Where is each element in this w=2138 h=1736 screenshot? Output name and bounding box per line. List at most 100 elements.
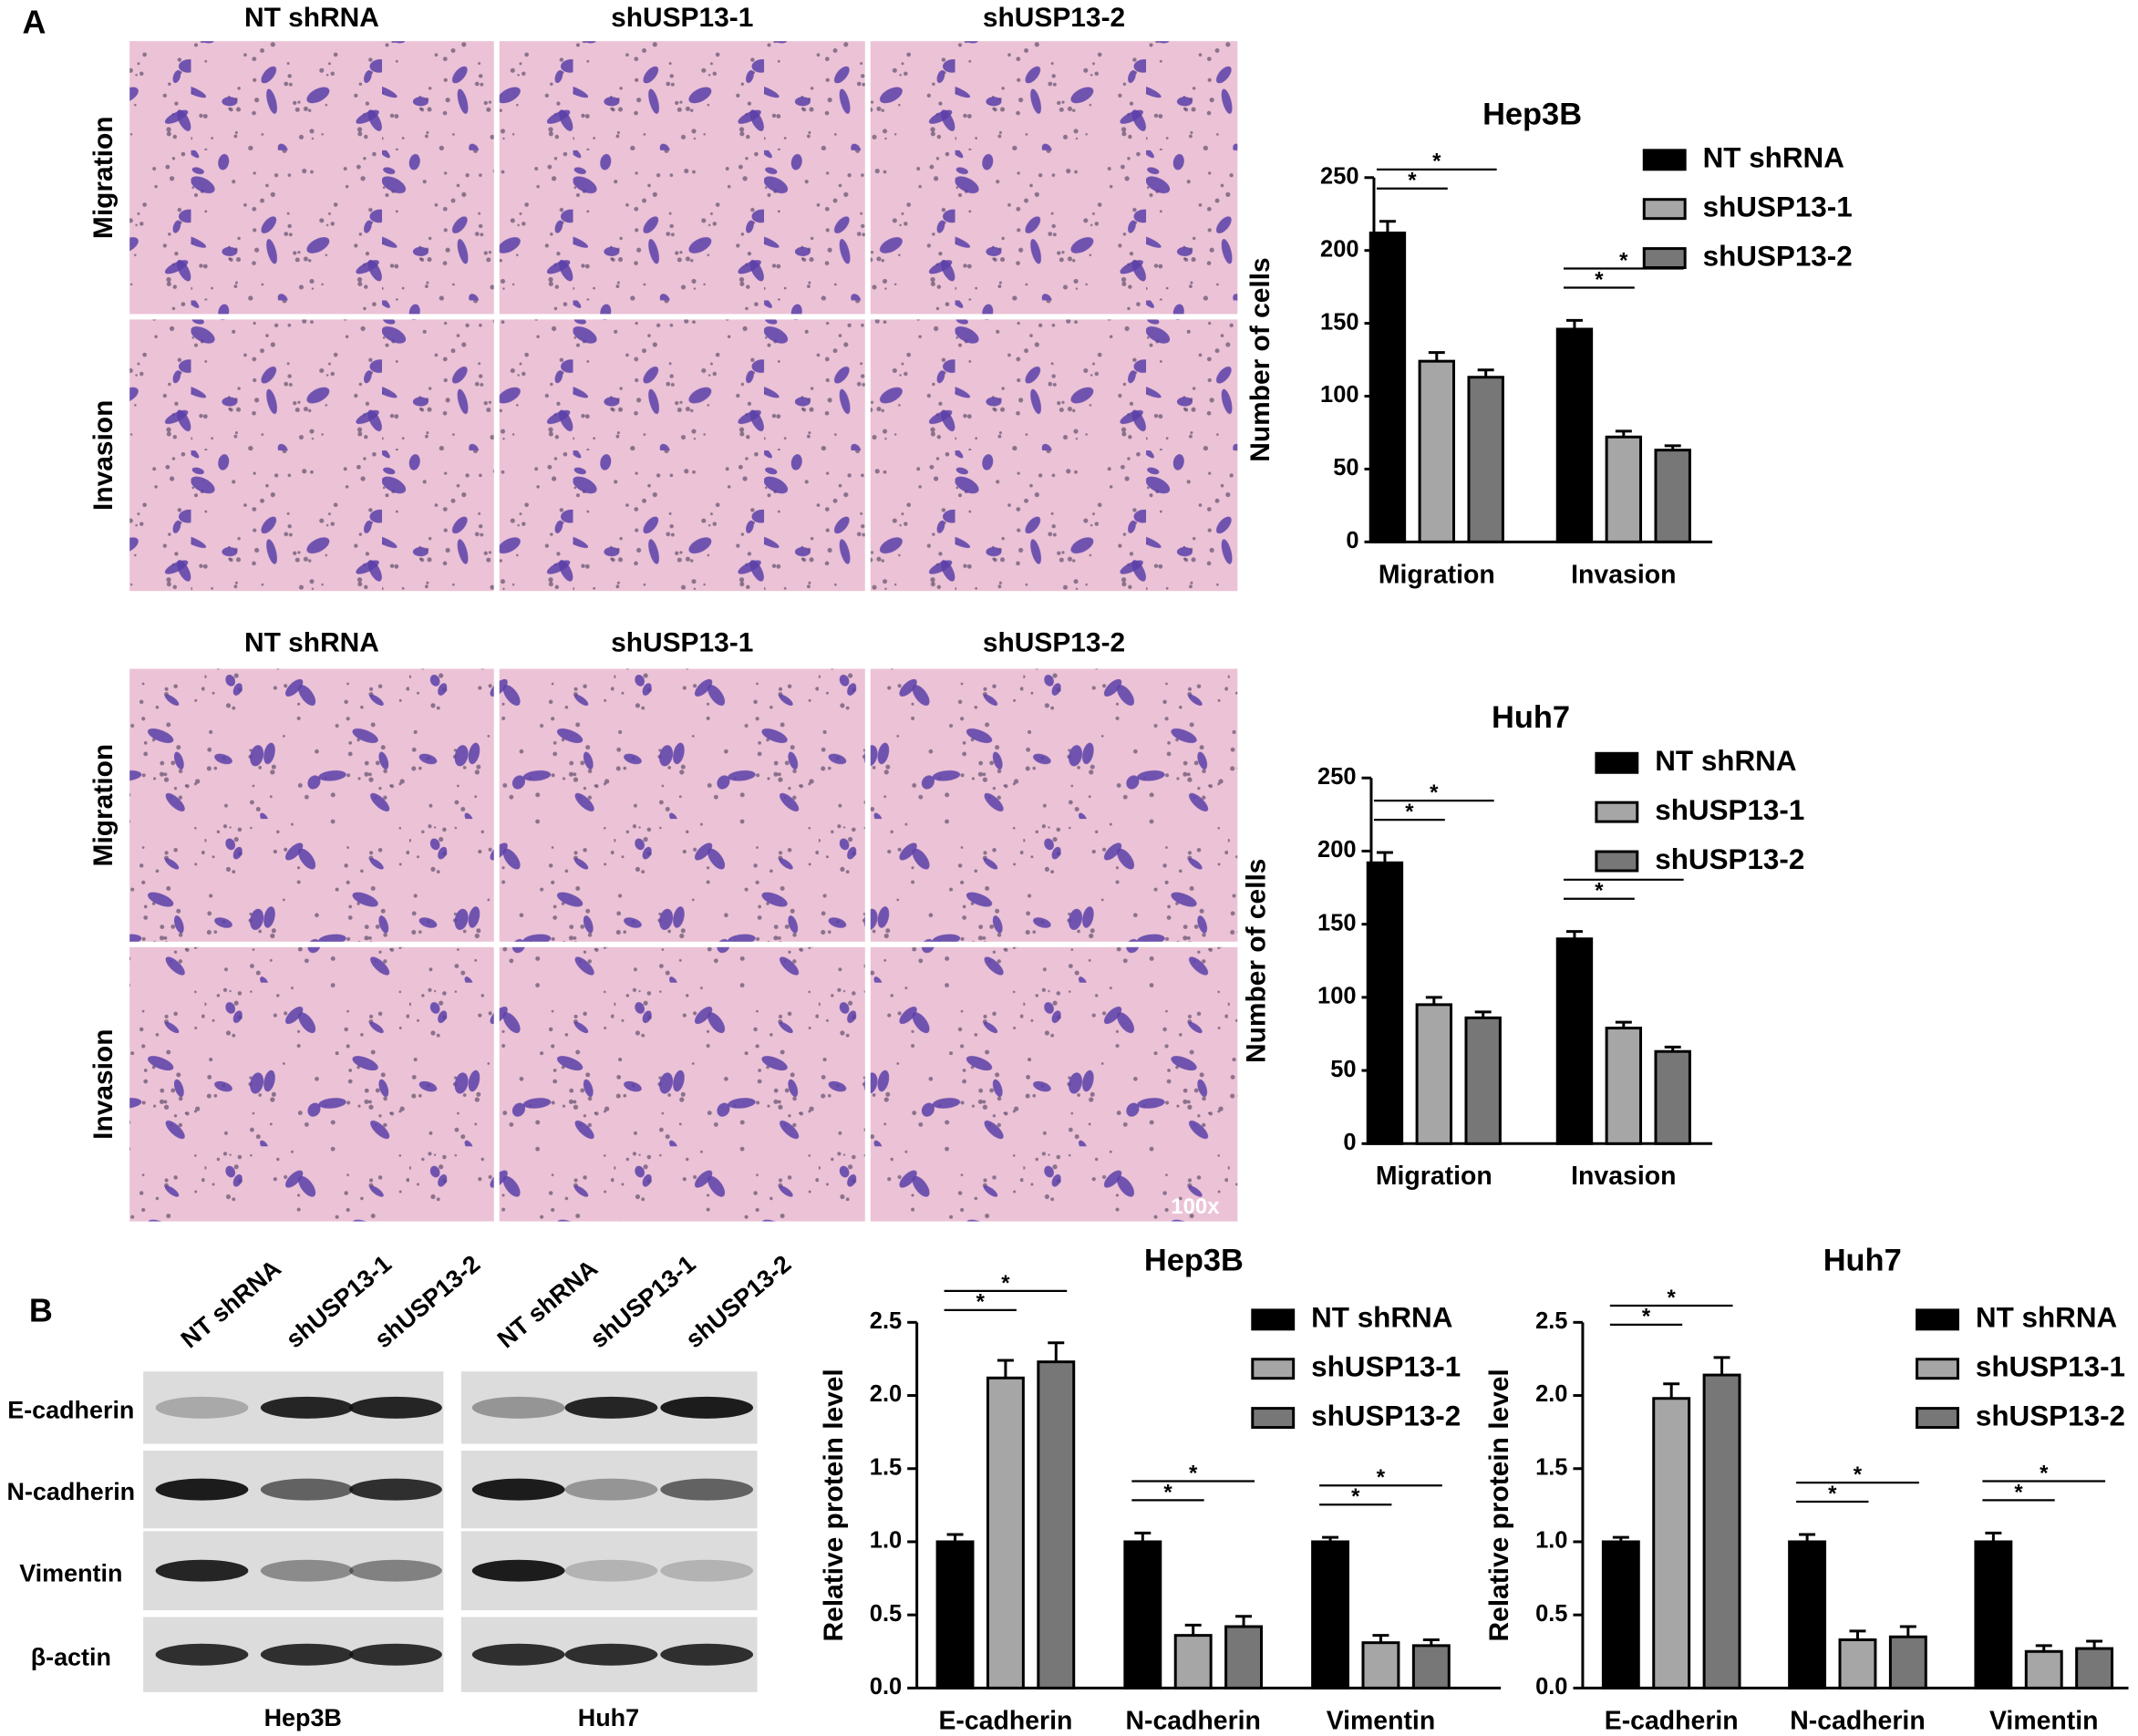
blot-label: β-actin	[31, 1643, 111, 1670]
significance-label: *	[1377, 1465, 1386, 1490]
micrograph	[499, 41, 865, 315]
legend-swatch	[1595, 801, 1639, 823]
error-bar	[2035, 1644, 2052, 1652]
chart-title: Huh7	[1823, 1244, 1902, 1278]
significance-label: *	[1189, 1461, 1198, 1485]
error-bar	[1379, 220, 1396, 233]
error-bar	[1713, 1356, 1730, 1376]
y-axis-label: Number of cells	[1245, 257, 1276, 461]
error-bar	[1664, 1045, 1681, 1052]
legend-label: shUSP13-2	[1976, 1400, 2125, 1431]
y-tick-label: 0.0	[870, 1674, 902, 1700]
blot-label: N-cadherin	[7, 1478, 136, 1505]
legend-swatch	[1642, 149, 1687, 171]
significance-label: *	[1668, 1286, 1677, 1310]
significance-label: *	[1430, 780, 1439, 805]
band	[260, 1643, 354, 1666]
error-bar	[1565, 318, 1583, 329]
micrograph	[499, 946, 865, 1222]
legend-label: NT shRNA	[1655, 745, 1796, 777]
error-bar	[1612, 1535, 1629, 1542]
significance-label: *	[1405, 800, 1414, 824]
y-tick-label: 1.5	[1535, 1454, 1567, 1480]
legend-label: shUSP13-2	[1655, 843, 1804, 875]
y-tick-label: 0.5	[1535, 1601, 1567, 1627]
y-tick-label: 0	[1346, 528, 1358, 553]
bar	[1418, 359, 1456, 543]
error-bar	[1322, 1535, 1339, 1542]
x-tick-label: N-cadherin	[1125, 1706, 1260, 1735]
bar	[1888, 1635, 1927, 1690]
row-label: Migration	[88, 116, 119, 239]
error-bar	[1425, 996, 1442, 1005]
error-bar	[1565, 930, 1583, 939]
x-tick-label: E-cadherin	[938, 1706, 1072, 1735]
band	[660, 1396, 754, 1419]
y-axis-label: Relative protein level	[1484, 1369, 1514, 1641]
group-label: NT shRNA	[244, 3, 379, 33]
panel-label: B	[29, 1291, 53, 1328]
error-bar	[1474, 1010, 1492, 1018]
significance-label: *	[2014, 1480, 2023, 1504]
legend-swatch	[1642, 247, 1687, 270]
significance-label: *	[1408, 169, 1417, 193]
error-bar	[1985, 1531, 2002, 1542]
band	[155, 1396, 249, 1419]
bar	[1652, 1397, 1691, 1690]
panel-label: A	[22, 4, 46, 41]
legend-label: shUSP13-1	[1976, 1351, 2125, 1383]
x-tick-label: Migration	[1379, 560, 1495, 589]
error-bar	[1663, 1382, 1680, 1399]
row-label: Invasion	[88, 400, 119, 511]
x-tick-label: Vimentin	[1327, 1706, 1436, 1735]
y-tick-label: 2.0	[870, 1381, 902, 1407]
bar	[1123, 1540, 1162, 1690]
legend-label: shUSP13-1	[1703, 191, 1853, 222]
y-tick-label: 250	[1317, 764, 1356, 790]
band	[564, 1559, 658, 1582]
y-tick-label: 0.0	[1535, 1674, 1567, 1700]
legend-swatch	[1251, 1407, 1296, 1430]
legend-swatch	[1251, 1358, 1296, 1380]
y-tick-label: 100	[1320, 382, 1358, 408]
micrograph	[870, 668, 1238, 942]
y-tick-label: 2.0	[1535, 1381, 1567, 1407]
bar	[1974, 1540, 2013, 1690]
bar	[1369, 232, 1407, 543]
band	[155, 1643, 249, 1666]
band	[260, 1559, 354, 1582]
significance-label: *	[976, 1290, 986, 1315]
band	[155, 1478, 249, 1501]
bar	[1361, 1641, 1400, 1690]
x-tick-label: Invasion	[1571, 560, 1676, 589]
band	[471, 1643, 565, 1666]
y-axis-label: Relative protein level	[819, 1369, 849, 1641]
significance-label: *	[1351, 1484, 1360, 1509]
micrograph	[870, 41, 1238, 315]
micrograph	[870, 946, 1238, 1222]
x-tick-label: Invasion	[1571, 1162, 1676, 1191]
bar	[1224, 1625, 1264, 1690]
bar	[935, 1540, 975, 1690]
legend-swatch	[1595, 850, 1639, 873]
error-bar	[2086, 1639, 2103, 1649]
error-bar	[1134, 1531, 1152, 1542]
y-tick-label: 2.5	[870, 1308, 902, 1334]
legend-label: NT shRNA	[1703, 142, 1844, 174]
lane-label: NT shRNA	[492, 1255, 603, 1354]
micrograph	[870, 319, 1238, 592]
y-tick-label: 200	[1320, 236, 1358, 262]
row-label: Invasion	[88, 1029, 119, 1140]
bar	[986, 1376, 1025, 1690]
significance-label: *	[1163, 1480, 1172, 1504]
error-bar	[946, 1533, 964, 1542]
lane-label: shUSP13-1	[585, 1250, 701, 1353]
band	[564, 1396, 658, 1419]
x-tick-label: E-cadherin	[1605, 1706, 1739, 1735]
bar	[1654, 449, 1691, 543]
legend-swatch	[1595, 751, 1639, 774]
significance-label: *	[1828, 1482, 1837, 1506]
y-tick-label: 1.5	[870, 1454, 902, 1480]
error-bar	[1235, 1615, 1253, 1628]
band	[471, 1478, 565, 1501]
